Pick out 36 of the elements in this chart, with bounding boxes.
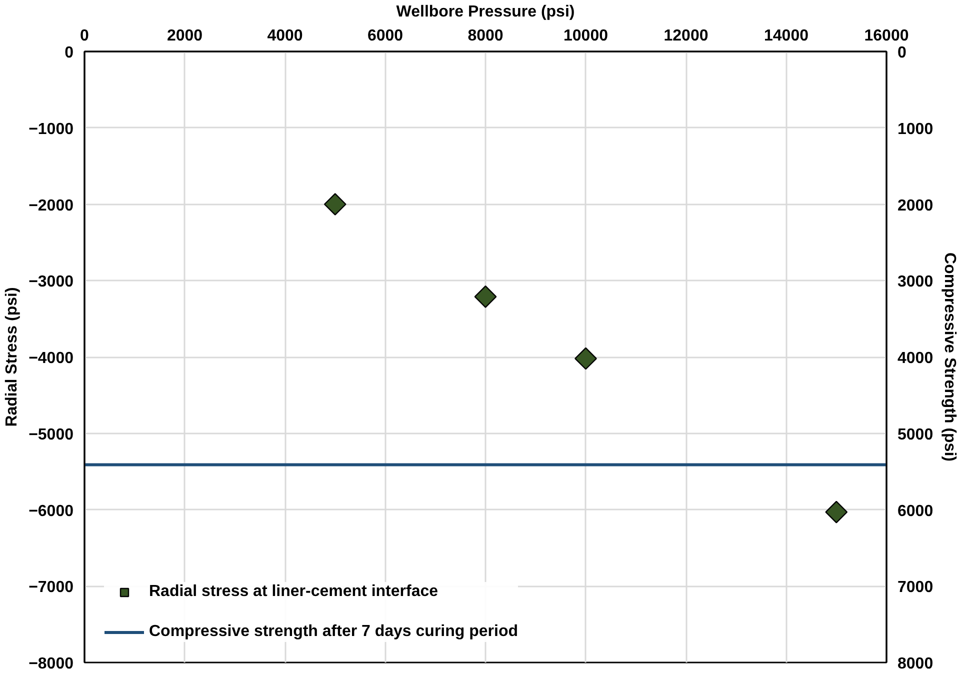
y-tick-label: −7000 <box>28 579 74 596</box>
point <box>474 285 497 308</box>
x-tick-label: 4000 <box>267 28 303 44</box>
x-tick-label: 0 <box>80 28 90 44</box>
x-axis-title: Wellbore Pressure (psi) <box>396 4 575 20</box>
y-tick-label: −8000 <box>28 656 74 672</box>
y2-tick-label: 4000 <box>898 350 934 367</box>
y2-axis-title: Compressive Strength (psi) <box>941 252 958 462</box>
x-tick-label: 8000 <box>468 28 504 44</box>
y2-tick-label: 3000 <box>898 274 934 291</box>
y2-tick-label: 5000 <box>898 426 934 444</box>
x-tick-label: 16000 <box>864 28 909 44</box>
y-tick-label: −1000 <box>28 120 74 138</box>
y2-tick-label: 7000 <box>898 579 934 596</box>
point <box>825 500 848 524</box>
y2-tick-label: 1000 <box>898 120 934 138</box>
y2-tick-label: 6000 <box>898 502 934 520</box>
y-axis-title: Radial Stress (psi) <box>4 287 21 427</box>
x-tick-label: 10000 <box>564 28 608 44</box>
y-tick-label: −2000 <box>28 197 74 214</box>
y-tick-label: −4000 <box>28 350 74 367</box>
y-tick-label: 0 <box>64 44 74 62</box>
legend-label: Compressive strength after 7 days curing period <box>149 623 518 641</box>
y-tick-label: −5000 <box>28 426 74 444</box>
y2-tick-label: 0 <box>898 44 906 62</box>
point <box>574 347 597 370</box>
x-tick-label: 12000 <box>664 28 708 44</box>
legend-label: Radial stress at liner-cement interface <box>149 583 438 601</box>
point <box>324 193 346 216</box>
y-tick-label: −3000 <box>28 274 74 291</box>
y2-tick-label: 8000 <box>898 656 934 672</box>
y2-tick-label: 2000 <box>898 197 934 214</box>
x-tick-label: 2000 <box>166 28 203 44</box>
y-tick-label: −6000 <box>28 502 74 520</box>
x-tick-label: 14000 <box>764 28 809 44</box>
x-tick-label: 6000 <box>367 28 404 44</box>
